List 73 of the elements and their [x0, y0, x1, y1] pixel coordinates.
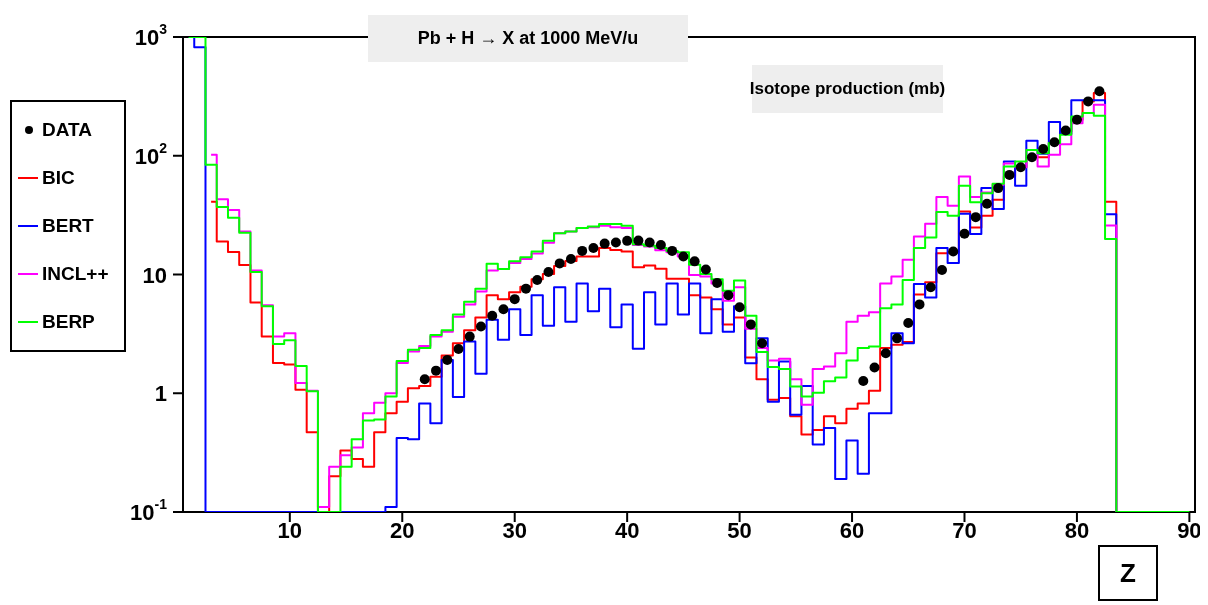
point [678, 251, 689, 262]
y-tick-label: 1 [154, 380, 167, 406]
point [1083, 96, 1094, 107]
point [1071, 114, 1082, 125]
point [745, 319, 756, 330]
point [543, 266, 554, 277]
point [599, 238, 610, 249]
point [858, 375, 869, 386]
legend-label: BERP [42, 311, 95, 333]
legend-label: BERT [42, 215, 94, 237]
point [610, 237, 621, 248]
point [509, 294, 520, 305]
point [453, 343, 464, 354]
point [633, 235, 644, 246]
point [734, 302, 745, 313]
point [532, 274, 543, 285]
point [914, 299, 925, 310]
point [925, 282, 936, 293]
y-tick-label: 10$^{3}$ [134, 21, 168, 50]
point [487, 310, 498, 321]
point [588, 243, 599, 254]
point [1038, 143, 1049, 154]
point [712, 277, 723, 288]
point [655, 240, 666, 251]
point [431, 365, 441, 376]
point [937, 265, 947, 276]
point [757, 338, 768, 349]
point [1060, 125, 1071, 136]
point [442, 354, 453, 365]
point [892, 333, 903, 344]
x-tick-label: 90 [1177, 518, 1202, 543]
point [554, 258, 565, 269]
point [993, 183, 1004, 194]
point [981, 198, 992, 209]
point [1004, 169, 1015, 180]
point [644, 237, 655, 248]
x-tick-label: 70 [952, 518, 977, 543]
point [667, 245, 678, 256]
point [1049, 137, 1060, 148]
point [577, 245, 588, 256]
point [689, 256, 700, 267]
point [869, 362, 880, 373]
x-tick-label: 80 [1064, 518, 1090, 543]
point [1094, 86, 1105, 97]
point [903, 318, 914, 329]
point [622, 235, 633, 246]
point [1026, 152, 1037, 163]
point [464, 331, 475, 342]
point [970, 212, 981, 223]
x-tick-label: 10 [277, 518, 303, 543]
point [498, 304, 509, 315]
point [948, 246, 959, 257]
point [475, 321, 486, 332]
y-tick-label: 10$^{-1}$ [130, 496, 168, 525]
point [1015, 162, 1026, 173]
legend-label: BIC [42, 167, 75, 189]
point [565, 254, 576, 265]
legend-label: DATA [42, 119, 92, 141]
x-tick-label: 30 [502, 518, 527, 543]
point [520, 283, 531, 294]
legend-label: INCL++ [42, 263, 109, 285]
point [700, 264, 711, 275]
x-tick-label: 20 [390, 518, 415, 543]
point [880, 348, 891, 359]
x-axis-title: Z [1098, 545, 1158, 601]
y-tick-label: 10 [142, 262, 167, 287]
point [419, 374, 430, 385]
point [723, 290, 734, 301]
point [959, 228, 970, 239]
x-tick-label: 60 [839, 518, 865, 543]
x-tick-label: 40 [614, 518, 640, 543]
x-tick-label: 50 [727, 518, 752, 543]
y-tick-label: 10$^{2}$ [134, 139, 168, 169]
